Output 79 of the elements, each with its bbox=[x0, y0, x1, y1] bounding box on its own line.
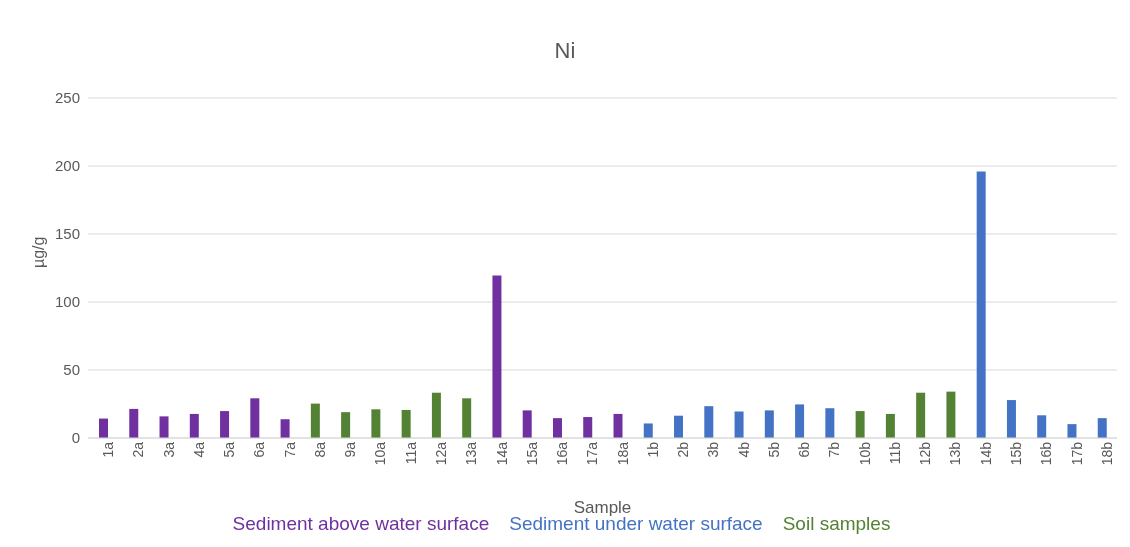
bar bbox=[310, 403, 320, 438]
bar bbox=[885, 413, 895, 438]
bar bbox=[643, 423, 653, 438]
bar bbox=[583, 417, 593, 438]
bar bbox=[795, 404, 805, 438]
x-tick-label: 10b bbox=[856, 441, 873, 466]
bar bbox=[159, 416, 169, 438]
x-tick-label: 16b bbox=[1038, 441, 1055, 466]
x-tick-label: 17a bbox=[584, 441, 601, 466]
bar bbox=[764, 410, 774, 438]
y-tick-label: 100 bbox=[54, 293, 80, 311]
bar bbox=[552, 418, 562, 438]
bar bbox=[220, 411, 230, 438]
x-tick-label: 11b bbox=[886, 441, 903, 465]
x-tick-label: 2a bbox=[130, 441, 147, 458]
y-tick-label: 0 bbox=[71, 429, 80, 447]
x-tick-label: 13b bbox=[947, 441, 964, 466]
text: Soil samples bbox=[782, 513, 891, 534]
x-tick-label: 5a bbox=[221, 441, 238, 458]
x-tick-label: 4a bbox=[190, 441, 207, 458]
bar bbox=[1067, 424, 1077, 438]
x-tick-label: 1b bbox=[644, 441, 661, 458]
y-tick-label: 50 bbox=[63, 361, 80, 379]
bar bbox=[734, 411, 744, 438]
bar bbox=[492, 275, 502, 438]
bar bbox=[1037, 415, 1047, 438]
x-tick-label: 7b bbox=[826, 441, 843, 458]
bar bbox=[855, 411, 865, 438]
x-tick-label: 8a bbox=[311, 441, 328, 458]
x-tick-label: 3b bbox=[705, 441, 722, 458]
bar bbox=[371, 409, 381, 438]
x-tick-label: 7a bbox=[281, 441, 298, 458]
x-tick-label: 15a bbox=[523, 441, 540, 466]
bar bbox=[674, 415, 684, 438]
x-tick-label: 13a bbox=[463, 441, 480, 466]
x-axis-title: Sample bbox=[573, 498, 632, 517]
x-tick-label: 10a bbox=[372, 441, 389, 466]
bar bbox=[704, 406, 714, 438]
bar bbox=[1097, 418, 1107, 438]
bar bbox=[825, 408, 835, 438]
bar bbox=[916, 392, 926, 438]
bar bbox=[250, 398, 260, 438]
bar bbox=[341, 412, 351, 438]
x-tick-label: 16a bbox=[554, 441, 571, 466]
x-tick-label: 6b bbox=[796, 441, 813, 458]
x-tick-label: 4b bbox=[735, 441, 752, 458]
bar bbox=[613, 413, 623, 438]
x-tick-label: 17b bbox=[1068, 441, 1085, 466]
x-tick-label: 2b bbox=[675, 441, 692, 458]
bar bbox=[99, 418, 108, 438]
bar bbox=[280, 419, 290, 438]
x-tick-label: 6a bbox=[251, 441, 268, 458]
x-tick-label: 5b bbox=[765, 441, 782, 458]
bar bbox=[189, 413, 199, 438]
y-tick-label: 150 bbox=[54, 225, 80, 243]
bar bbox=[462, 398, 472, 438]
x-tick-label: 18a bbox=[614, 441, 631, 466]
x-tick-label: 12a bbox=[432, 441, 449, 466]
y-tick-label: 250 bbox=[54, 89, 80, 107]
text: Sediment above water surface bbox=[232, 513, 490, 534]
bar bbox=[431, 392, 441, 438]
x-tick-label: 3a bbox=[160, 441, 177, 458]
x-tick-label: 15b bbox=[1008, 441, 1025, 466]
bar bbox=[129, 408, 139, 438]
y-tick-label: 200 bbox=[54, 157, 80, 175]
bar bbox=[401, 409, 411, 438]
bar bbox=[946, 391, 956, 438]
x-tick-label: 14a bbox=[493, 441, 510, 466]
x-tick-label: 9a bbox=[342, 441, 359, 458]
chart-title: Ni bbox=[553, 37, 577, 65]
bar bbox=[522, 410, 532, 438]
x-tick-label: 11a bbox=[402, 441, 419, 465]
y-axis-title: µg/g bbox=[29, 236, 47, 268]
bar bbox=[976, 171, 986, 438]
bar bbox=[1006, 400, 1016, 438]
x-tick-label: 1a bbox=[100, 441, 117, 458]
x-tick-label: 12b bbox=[917, 441, 934, 466]
x-tick-label: 14b bbox=[977, 441, 994, 466]
x-tick-label: 18b bbox=[1098, 441, 1115, 466]
